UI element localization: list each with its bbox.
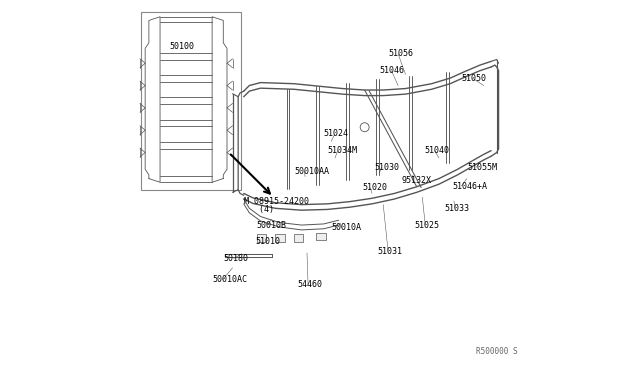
Text: 50010B: 50010B — [257, 221, 287, 230]
FancyBboxPatch shape — [141, 12, 241, 190]
Text: 51055M: 51055M — [467, 163, 497, 172]
Bar — [294, 234, 303, 242]
Bar — [257, 234, 266, 242]
Text: 51034M: 51034M — [328, 146, 357, 155]
Text: 50010AA: 50010AA — [294, 167, 329, 176]
Text: 51033: 51033 — [445, 204, 470, 213]
Text: 51024: 51024 — [324, 129, 349, 138]
Text: R500000 S: R500000 S — [476, 347, 518, 356]
Text: 51040: 51040 — [424, 146, 449, 155]
Text: 51050: 51050 — [461, 74, 486, 83]
Text: 51025: 51025 — [415, 221, 440, 230]
Text: 50010AC: 50010AC — [212, 275, 247, 284]
Text: 51030: 51030 — [374, 163, 399, 172]
Text: 51056: 51056 — [389, 49, 414, 58]
Text: 51046+A: 51046+A — [452, 182, 487, 190]
Text: 50180: 50180 — [223, 254, 248, 263]
Text: 50100: 50100 — [170, 42, 195, 51]
Bar — [275, 234, 285, 242]
Text: 50010A: 50010A — [331, 223, 361, 232]
Text: M 08915-24200: M 08915-24200 — [244, 197, 308, 206]
Text: 51020: 51020 — [363, 183, 388, 192]
Text: 95132X: 95132X — [402, 176, 432, 185]
Text: 51010: 51010 — [255, 237, 280, 246]
Text: 51031: 51031 — [378, 247, 403, 256]
Bar — [316, 232, 326, 240]
Text: 51046: 51046 — [380, 66, 404, 75]
Text: 54460: 54460 — [298, 280, 323, 289]
Text: (4): (4) — [244, 205, 274, 214]
